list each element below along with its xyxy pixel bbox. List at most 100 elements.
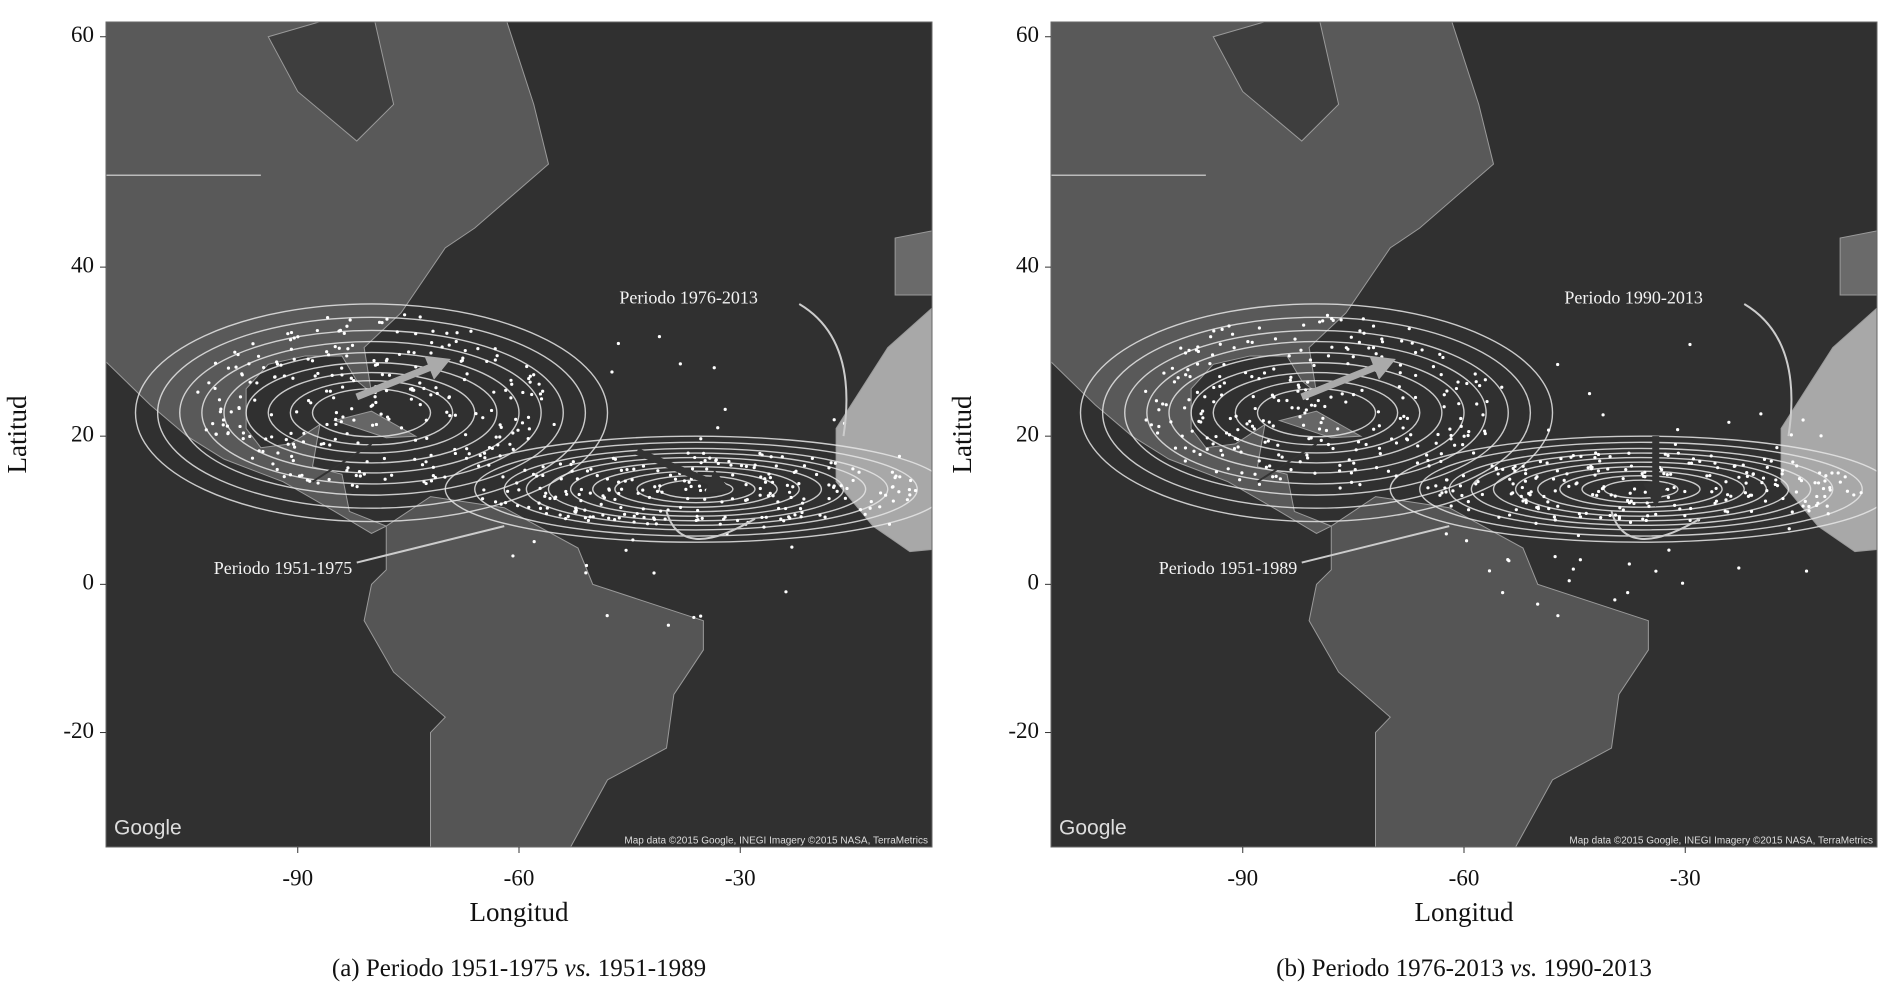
track-dot	[1815, 494, 1819, 499]
track-dot	[699, 437, 703, 441]
track-dot	[1449, 437, 1453, 441]
track-dot	[1801, 504, 1805, 508]
track-dot	[1596, 452, 1601, 457]
track-dot	[1608, 455, 1612, 459]
track-dot	[1296, 389, 1300, 393]
track-dot	[270, 435, 274, 439]
track-dot	[1673, 442, 1678, 447]
track-dot	[790, 545, 794, 549]
track-dot	[1253, 406, 1257, 411]
track-dot	[1183, 351, 1188, 355]
track-dot	[418, 315, 422, 319]
x-tick-label: -30	[1670, 865, 1701, 890]
track-dot	[1273, 337, 1278, 341]
track-dot	[290, 454, 294, 458]
track-dot	[345, 468, 349, 473]
track-dot	[1761, 476, 1766, 480]
track-dot	[1456, 380, 1460, 384]
track-dot	[1230, 332, 1235, 336]
track-dot	[340, 373, 344, 377]
track-dot	[412, 388, 416, 392]
track-dot	[1239, 450, 1243, 454]
track-dot	[1397, 385, 1401, 389]
track-dot	[1524, 468, 1528, 472]
track-dot	[1330, 317, 1334, 321]
track-dot	[625, 467, 629, 472]
track-dot	[613, 497, 617, 502]
track-dot	[445, 410, 449, 414]
track-dot	[1781, 496, 1785, 501]
track-dot	[1445, 478, 1449, 482]
track-dot	[616, 341, 620, 346]
contour	[444, 435, 932, 543]
track-dot	[1176, 376, 1180, 380]
track-dot	[1467, 430, 1471, 434]
track-dot	[652, 516, 656, 520]
track-dot	[511, 447, 515, 451]
track-dot	[1438, 493, 1442, 497]
contour	[592, 465, 800, 513]
track-dot	[489, 408, 494, 413]
track-dot	[248, 434, 252, 439]
track-dot	[1420, 348, 1424, 352]
track-dot	[1774, 478, 1778, 482]
track-dot	[780, 455, 784, 459]
track-dot	[1210, 353, 1215, 357]
track-dot	[731, 473, 735, 477]
track-dot	[793, 513, 797, 517]
track-dot	[1316, 398, 1320, 403]
track-dot	[894, 474, 898, 478]
arrow-head	[1642, 483, 1669, 507]
track-dot	[241, 431, 246, 435]
track-dot	[413, 457, 417, 461]
contour	[1079, 303, 1554, 523]
track-dot	[1571, 567, 1575, 571]
track-dot	[474, 412, 478, 416]
contour	[1389, 435, 1877, 543]
track-dot	[493, 358, 497, 362]
track-dot	[1565, 472, 1569, 476]
track-dot	[729, 463, 733, 467]
track-dot	[1251, 394, 1255, 399]
track-dot	[645, 522, 650, 526]
track-dot	[326, 353, 331, 357]
track-dot	[619, 468, 624, 472]
y-tick-label: 0	[83, 570, 95, 595]
track-dot	[373, 395, 377, 399]
track-dot	[632, 467, 636, 471]
track-dot	[863, 512, 867, 516]
contour	[201, 340, 542, 485]
track-dot	[1336, 427, 1340, 431]
track-dot	[465, 447, 469, 451]
track-dot	[302, 431, 306, 435]
track-dot	[1211, 442, 1215, 446]
track-dot	[1290, 406, 1294, 410]
track-dot	[1514, 508, 1518, 512]
track-dot	[341, 415, 345, 419]
track-dot	[453, 451, 457, 456]
track-dot	[1490, 464, 1494, 468]
track-dot	[814, 472, 819, 477]
contour	[1419, 441, 1863, 537]
track-dot	[414, 332, 418, 336]
track-dot	[641, 488, 645, 492]
contour	[1124, 329, 1509, 496]
track-dot	[1198, 452, 1202, 457]
track-dot	[1613, 598, 1617, 602]
track-dot	[1601, 413, 1605, 417]
contour	[474, 441, 918, 537]
track-dot	[431, 329, 435, 333]
track-dot	[424, 460, 428, 464]
track-dot	[699, 461, 703, 465]
track-dot	[668, 473, 673, 477]
track-dot	[1347, 458, 1351, 462]
track-dot	[897, 490, 901, 494]
track-dot	[744, 498, 748, 502]
track-dot	[684, 487, 688, 491]
track-dot	[1765, 465, 1769, 469]
track-dot	[1501, 467, 1505, 471]
track-dot	[1708, 473, 1712, 478]
track-dot	[1449, 433, 1453, 438]
track-dot	[1414, 373, 1418, 378]
track-dot	[1627, 451, 1631, 455]
